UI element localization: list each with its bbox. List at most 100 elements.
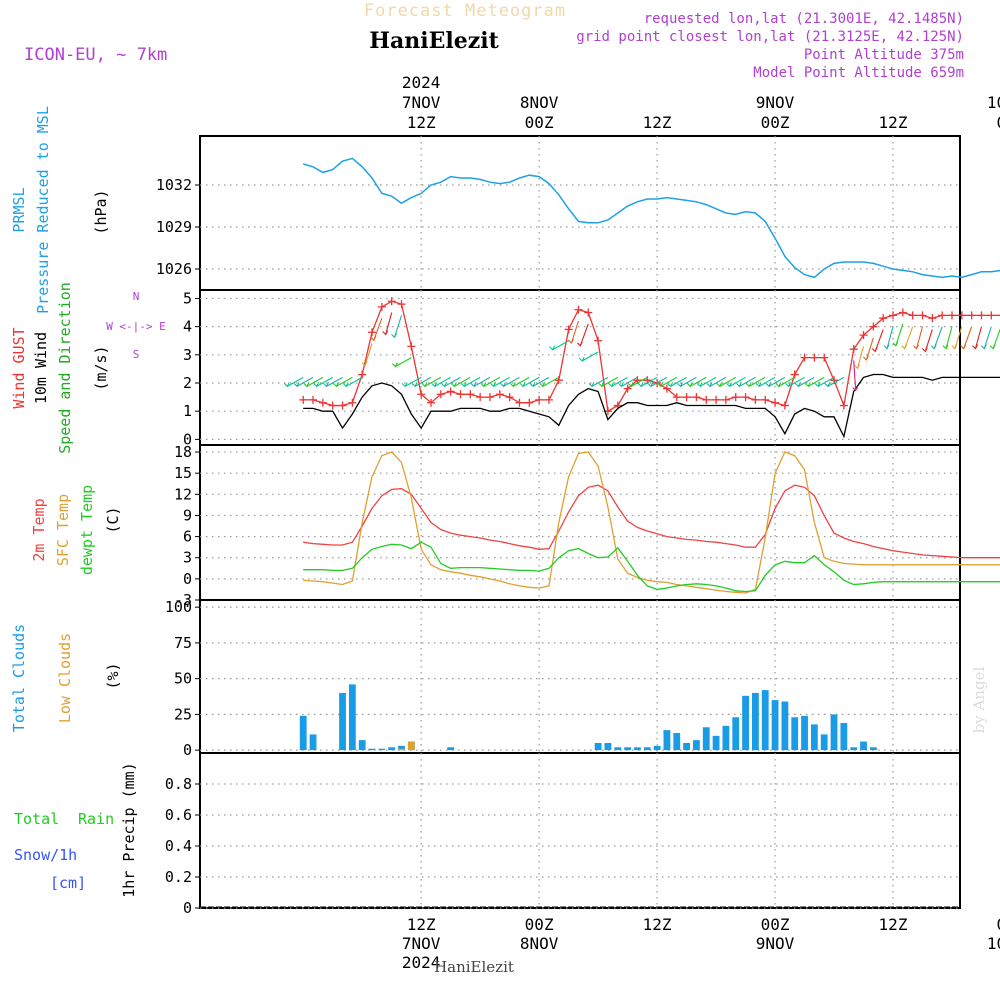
wind-arrow-head [519,382,526,388]
temp-frame [199,444,961,601]
clouds-ytick-label: 50 [174,670,192,688]
top-time-label: 12Z [879,113,908,132]
precip-ytick-label: 0.4 [165,837,192,855]
wind-arrow [992,328,1000,349]
gust-point [908,311,917,320]
wind-arrow-head [598,382,605,388]
total-cloud-bar [771,700,779,751]
total-cloud-bar [594,742,602,751]
wind-arrow [853,360,857,391]
gust-point [839,401,848,410]
wind-arrow [542,376,560,387]
wind-arrow-head [657,382,664,388]
pressure-ytick-label: 1032 [156,176,192,194]
temp-ytick-label: 12 [174,485,192,503]
wind-arrow [856,346,865,369]
gust-point [397,300,406,309]
bottom-time-label: 00Z [997,915,1000,934]
wind-arrow-head [677,382,683,388]
gust-point [918,311,927,320]
total-cloud-bar [810,724,818,751]
wind-arrow [827,376,845,387]
wind-arrow [513,376,530,387]
wind-arrow-head [736,382,742,388]
wind-arrow-head [323,382,330,388]
wind-arrow-head [293,382,300,388]
wind-arrow-head [529,382,536,388]
wind-arrow [807,376,825,387]
wind-arrow-head [901,344,908,350]
wind-arrow-head [588,382,595,388]
wind-unit: (m/s) [92,345,110,390]
wind-arrow [895,323,904,346]
gust-point [741,393,750,402]
wind-arrow-head [883,344,890,350]
wind-arrow-head [313,382,320,388]
wind-arrow [611,376,628,387]
wind-arrow [454,376,471,387]
gust-point [544,395,553,404]
gust-point [662,384,671,393]
precip-ytick-label: 0.6 [165,806,192,824]
wind-arrow [336,376,353,387]
wind-arrow [463,376,481,387]
wind-arrow-head [382,330,389,336]
gust-point [505,393,514,402]
total-cloud-bar [653,745,661,751]
gust-point [495,390,504,399]
temp-labels: 2m Temp SFC Temp dewpt Temp (C) [30,485,122,575]
gust-point [928,314,937,323]
wind-arrow-head [824,382,831,388]
wind-arrow [865,337,874,361]
wind-arrow [719,376,737,387]
top-time-label: 00Z [997,113,1000,132]
pressure-ytick-label: 1026 [156,260,192,278]
bottom-time-label: 7NOV [402,934,441,953]
wind-arrow-head [332,382,339,388]
wind-arrow [954,326,963,349]
gust-point [407,342,416,351]
gust-line [303,300,1000,413]
precip-ytick-label: 0.8 [165,775,192,793]
gust-point [702,395,711,404]
gust-point [535,395,544,404]
gust-point [348,398,357,407]
wind10m-line [303,373,1000,439]
wind-arrow [364,343,373,366]
gust-point [299,395,308,404]
wind-arrow [286,376,304,387]
wind-arrow [748,376,766,387]
pressure-frame [199,135,961,291]
gust-point [328,401,337,410]
gust-point [436,390,445,399]
bottom-time-label: 12Z [643,915,672,934]
wind-arrow-head [441,382,447,388]
gust-point [889,311,898,320]
wind-arrow-head [871,347,878,353]
rain-label: Rain [78,810,114,828]
bottom-time-label: 00Z [761,915,790,934]
wind-arrow-head [980,344,987,350]
dewpt-label: dewpt Temp [78,485,96,575]
wind-arrow [424,376,442,387]
temp-ytick-label: 3 [183,549,192,567]
gust-point [564,325,573,334]
top-time-label: 12Z [643,113,672,132]
clouds-ytick-label: 75 [174,634,192,652]
total-cloud-bar [751,692,759,751]
temp-ytick-label: 15 [174,464,192,482]
wind-arrow-head [706,382,713,388]
gust-point [338,401,347,410]
wind-frame [199,289,961,446]
wind-arrow-head [361,361,368,367]
total-cloud-bar [830,714,838,751]
precip-ytick-label: 0 [183,899,192,917]
wind-arrow-head [627,382,634,388]
top-time-label: 00Z [525,113,554,132]
gust-point [456,390,465,399]
temp-ytick-label: 9 [183,506,192,524]
total-cloud-bar [712,735,720,751]
gust-point [987,311,996,320]
wind-arrow-head [421,382,428,388]
precip-unit: 1hr Precip (mm) [120,762,138,897]
